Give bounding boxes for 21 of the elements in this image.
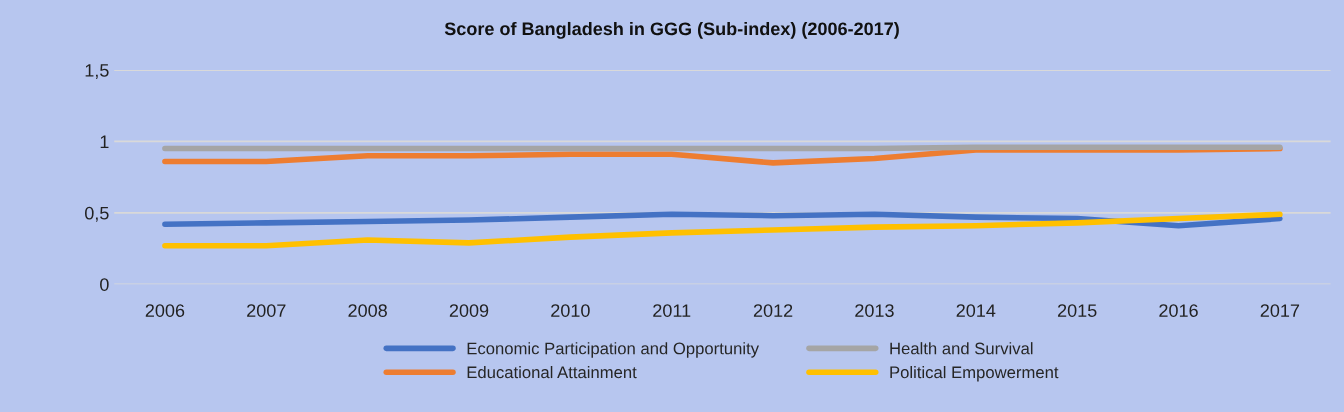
x-tick-label: 2012 xyxy=(753,304,793,317)
x-tick-label: 2008 xyxy=(348,304,387,317)
chart-title: Score of Bangladesh in GGG (Sub-index) (2006-2017) xyxy=(444,21,899,39)
y-tick-label: 1 xyxy=(100,135,109,148)
x-tick-label: 2013 xyxy=(855,304,894,317)
legend-label: Political Empowerment xyxy=(890,366,1059,382)
x-tick-label: 2011 xyxy=(653,304,691,317)
x-tick-label: 2015 xyxy=(1057,304,1097,317)
legend-label: Educational Attainment xyxy=(467,366,637,379)
legend-label: Health and Survival xyxy=(890,342,1033,355)
x-tick-label: 2014 xyxy=(956,304,996,317)
x-tick-label: 2006 xyxy=(145,304,185,317)
x-tick-label: 2016 xyxy=(1159,304,1198,317)
x-tick-label: 2009 xyxy=(449,304,489,317)
y-tick-label: 1,5 xyxy=(85,64,109,79)
x-tick-label: 2007 xyxy=(247,304,286,317)
x-tick-label: 2010 xyxy=(551,304,590,317)
legend-label: Economic Participation and Opportunity xyxy=(467,342,759,358)
x-tick-label: 2017 xyxy=(1260,304,1300,317)
y-tick-label: 0 xyxy=(100,278,109,291)
y-tick-label: 0,5 xyxy=(84,206,109,222)
